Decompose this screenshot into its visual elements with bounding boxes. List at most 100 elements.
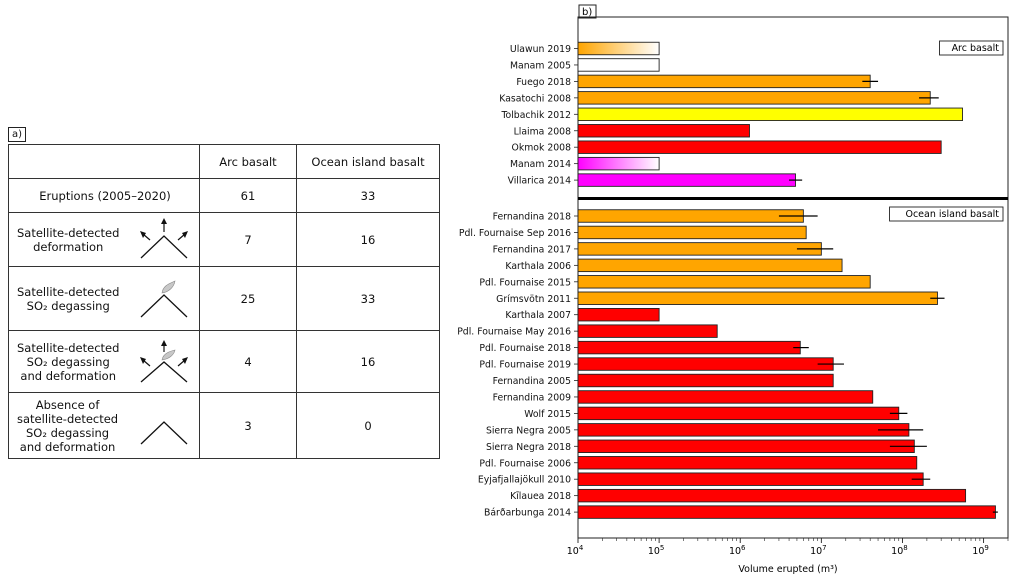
bar-label: Pdl. Fournaise 2006 [479, 458, 571, 469]
row-label-wrap: Satellite-detected deformation [9, 217, 199, 262]
summary-table: Arc basalt Ocean island basalt Eruptions (… [8, 144, 440, 459]
bar [577, 58, 660, 72]
x-tick-exponent: 8 [903, 544, 907, 552]
bar-label: Kasatochi 2008 [499, 93, 571, 104]
bar-label: Fernandina 2005 [493, 376, 571, 387]
row-label-text: Satellite-detected SO₂ degassing and defor… [17, 341, 119, 383]
x-tick-exponent: 7 [822, 544, 826, 552]
ocean-island-count: 16 [296, 212, 440, 267]
degassing-icon [140, 279, 188, 317]
bar-label: Ulawun 2019 [510, 44, 571, 55]
x-tick-exponent: 6 [741, 544, 746, 552]
bar-label: Okmok 2008 [512, 143, 572, 154]
x-axis-label: Volume erupted (m³) [738, 564, 837, 575]
x-tick-label: 107 [810, 544, 827, 557]
row-label-text: Absence of satellite-detected SO₂ degassin… [17, 398, 118, 454]
row-label-line: SO₂ degassing [26, 425, 110, 440]
bar-label: Pdl. Fournaise 2018 [479, 343, 571, 354]
degassing-deformation-icon [140, 339, 188, 382]
row-label-line: Satellite-detected [17, 284, 120, 299]
bar [577, 91, 931, 105]
deformation-icon [140, 217, 188, 258]
bar-label: Grímsvötn 2011 [496, 294, 571, 305]
bar-label: Kīlauea 2018 [510, 491, 571, 502]
row-label-text: Satellite-detected SO₂ degassing [17, 285, 119, 313]
row-label-line: and deformation [19, 439, 116, 454]
volcano-icon [140, 420, 188, 444]
panel-b-label: b) [582, 7, 592, 18]
row-label-cell: Satellite-detected SO₂ degassing [8, 266, 200, 331]
bar-label: Llaima 2008 [514, 126, 571, 137]
bar [577, 390, 874, 404]
table-row: Satellite-detected SO₂ degassing and defor… [8, 330, 440, 393]
bar [577, 340, 801, 355]
row-label-line: deformation [33, 239, 104, 254]
bar [577, 291, 938, 305]
row-label-line: Absence of [35, 397, 100, 412]
x-tick-base: 10 [891, 546, 903, 557]
bar-label: Pdl. Fournaise Sep 2016 [459, 228, 571, 239]
bar-label: Manam 2014 [510, 159, 571, 170]
bar-label: Fernandina 2017 [493, 244, 571, 255]
row-label-cell: Satellite-detected SO₂ degassing and defor… [8, 330, 200, 393]
row-label-line: Satellite-detected [17, 340, 120, 355]
panel-a: a) Arc basalt Ocean island basalt Eruption… [8, 122, 440, 459]
x-tick-base: 10 [648, 546, 660, 557]
bar [577, 488, 967, 503]
arc-basalt-count: 61 [199, 178, 297, 213]
bar [577, 505, 996, 519]
bar [577, 225, 807, 240]
table-row: Satellite-detected deformation 7 16 [8, 212, 440, 267]
bar [577, 406, 900, 421]
bar [577, 41, 660, 56]
row-label-cell: Satellite-detected deformation [8, 212, 200, 267]
row-label-line: SO₂ degassing [26, 354, 110, 369]
bar [577, 140, 942, 154]
bar [577, 209, 804, 223]
x-tick-exponent: 5 [660, 544, 664, 552]
x-tick-base: 10 [567, 546, 579, 557]
bar [577, 156, 660, 171]
bar-label: Fuego 2018 [516, 77, 571, 88]
row-label-wrap: Satellite-detected SO₂ degassing [9, 277, 199, 321]
x-tick-label: 106 [729, 544, 746, 557]
x-tick-label: 108 [891, 544, 908, 557]
header-ocean-island-basalt: Ocean island basalt [296, 144, 440, 179]
bar-label: Karthala 2006 [505, 261, 571, 272]
bar [577, 308, 660, 322]
ocean-island-count: 33 [296, 266, 440, 331]
x-tick-exponent: 4 [579, 544, 584, 552]
arc-basalt-group-label: Arc basalt [952, 43, 1000, 54]
bar [577, 456, 918, 470]
row-label-line: Eruptions (2005–2020) [39, 188, 171, 203]
panel-b-label-box [578, 4, 597, 19]
bar-label: Fernandina 2009 [493, 392, 571, 403]
x-tick-exponent: 9 [984, 544, 988, 552]
bar [577, 173, 796, 187]
table-row: Eruptions (2005–2020) 61 33 [8, 178, 440, 213]
bar [577, 423, 910, 437]
bar-label: Sierra Negra 2005 [486, 425, 571, 436]
x-tick-base: 10 [972, 546, 984, 557]
table-row: Absence of satellite-detected SO₂ degassin… [8, 392, 440, 459]
table-header-row: Arc basalt Ocean island basalt [8, 144, 440, 179]
bar [577, 107, 963, 122]
bar [577, 74, 871, 89]
ocean-island-count: 0 [296, 392, 440, 459]
x-tick-label: 105 [648, 544, 665, 557]
bar-label: Pdl. Fournaise 2019 [479, 360, 571, 371]
header-arc-basalt: Arc basalt [199, 144, 297, 179]
row-label-line: satellite-detected [17, 411, 119, 426]
bar [577, 124, 750, 138]
row-label-line: Satellite-detected [17, 225, 120, 240]
row-label-wrap: Eruptions (2005–2020) [9, 189, 199, 203]
bar [577, 472, 924, 486]
bar [577, 242, 822, 256]
x-tick-label: 109 [972, 544, 989, 557]
bar [577, 275, 871, 289]
row-label-wrap: Satellite-detected SO₂ degassing and defor… [9, 339, 199, 384]
ocean-island-basalt-group-label-box [889, 206, 1004, 222]
ocean-island-basalt-group-label: Ocean island basalt [905, 209, 999, 220]
row-label-cell: Eruptions (2005–2020) [8, 178, 200, 213]
arc-basalt-count: 7 [199, 212, 297, 267]
